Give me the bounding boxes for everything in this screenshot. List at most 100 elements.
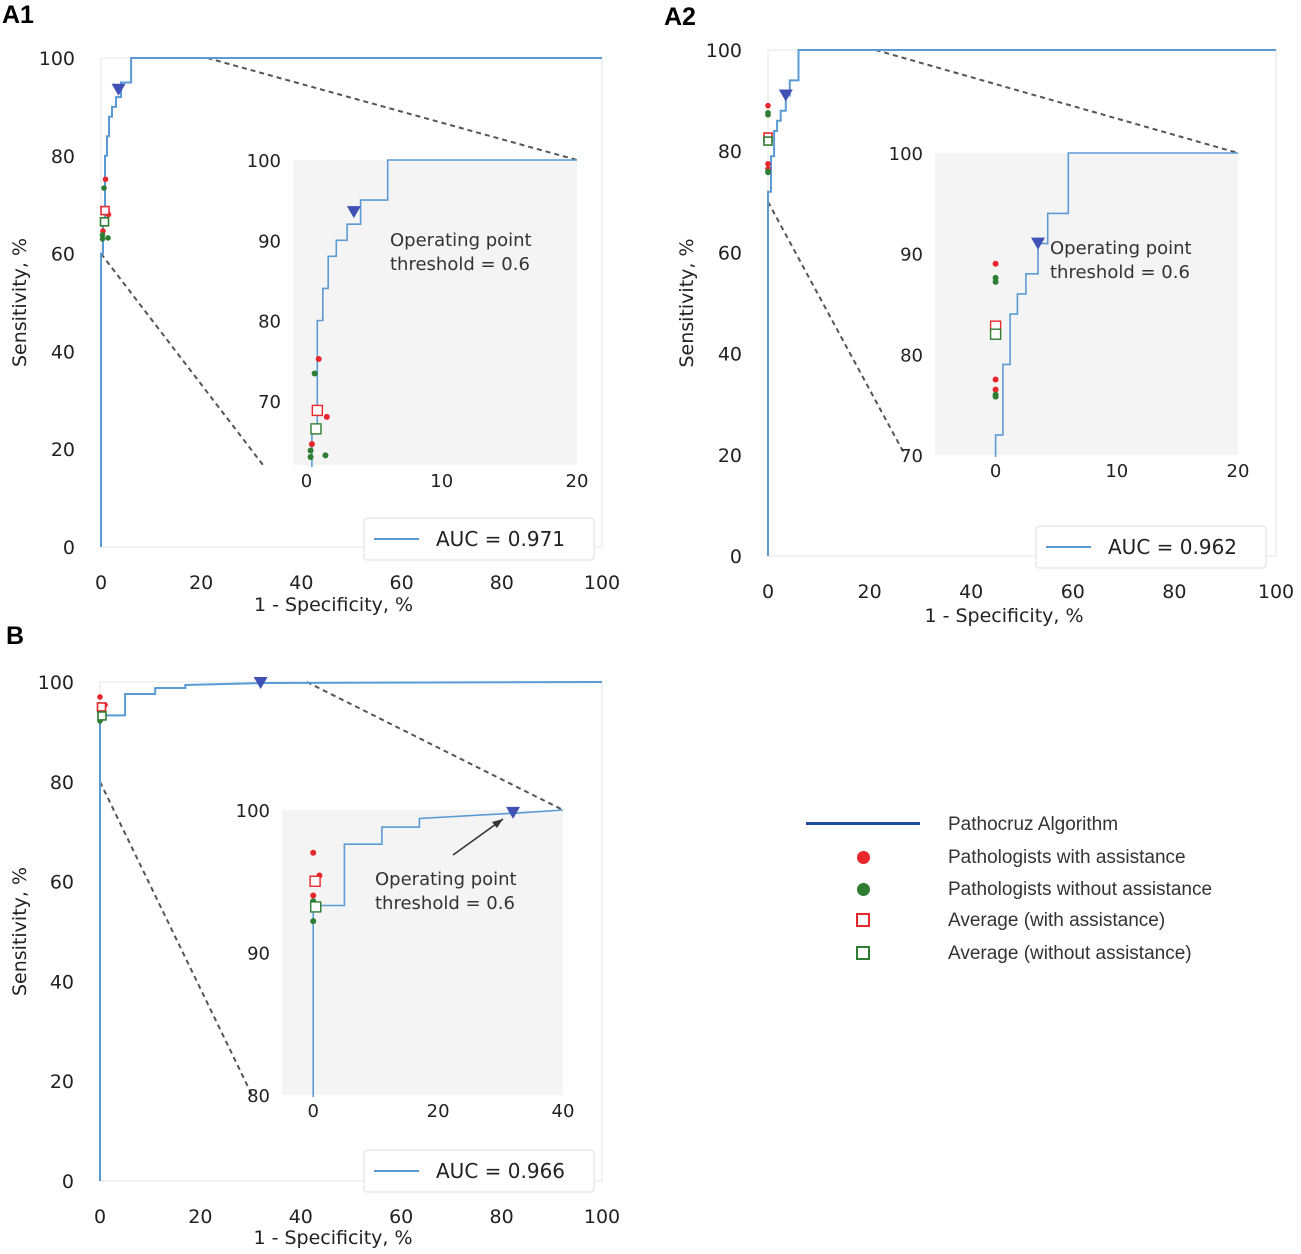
y-tick-label: 0 bbox=[730, 546, 742, 568]
y-tick-label: 100 bbox=[706, 40, 742, 62]
inset-x-tick-label: 0 bbox=[301, 471, 312, 492]
x-tick-label: 0 bbox=[762, 581, 774, 603]
operating-point-marker bbox=[253, 676, 268, 689]
chart-panel-b: 0 20 40 60 80 100 0 20 40 60 80 100 1 - Specificity,… bbox=[9, 672, 620, 1249]
auc-label: AUC = 0.971 bbox=[436, 527, 565, 551]
x-axis-label: 1 - Specificity, % bbox=[254, 594, 413, 616]
roc-curve-inset bbox=[994, 152, 1238, 457]
y-tick-label: 40 bbox=[718, 344, 742, 366]
y-tick-label: 0 bbox=[63, 537, 75, 559]
x-tick-label: 40 bbox=[289, 1206, 313, 1228]
operating-point-annotation: Operating point bbox=[375, 869, 517, 890]
pathologist-without-assistance-point bbox=[99, 232, 106, 238]
inset-pathologist-without-assistance-point bbox=[311, 370, 318, 377]
inset-pathologist-without-assistance-point bbox=[307, 447, 314, 454]
inset-x-tick-label: 20 bbox=[427, 1101, 450, 1122]
x-tick-label: 80 bbox=[1162, 581, 1186, 603]
auc-legend-box bbox=[363, 517, 595, 561]
inset-x-tick-label: 0 bbox=[307, 1101, 318, 1122]
operating-point-annotation: threshold = 0.6 bbox=[1050, 262, 1190, 283]
legend-item-algorithm: Pathocruz Algorithm bbox=[800, 810, 1280, 840]
inset-background bbox=[282, 810, 563, 1095]
inset-y-tick-label: 90 bbox=[247, 944, 270, 965]
operating-point-annotation: Operating point bbox=[390, 230, 532, 251]
auc-label: AUC = 0.966 bbox=[436, 1159, 565, 1183]
pathologist-with-assistance-point bbox=[102, 176, 109, 183]
x-tick-label: 100 bbox=[584, 572, 620, 594]
legend-green-square bbox=[856, 946, 870, 960]
y-tick-label: 20 bbox=[718, 445, 742, 467]
y-tick-label: 80 bbox=[51, 146, 75, 168]
zoom-connector-top bbox=[206, 57, 578, 161]
inset-y-tick-label: 90 bbox=[258, 231, 281, 252]
inset-y-tick-label: 100 bbox=[889, 144, 923, 165]
y-tick-label: 60 bbox=[718, 242, 742, 264]
auc-label: AUC = 0.962 bbox=[1108, 535, 1237, 559]
legend: Pathocruz Algorithm Pathologists with as… bbox=[800, 810, 1280, 970]
inset-pathologist-without-assistance-point bbox=[310, 918, 317, 925]
y-tick-label: 60 bbox=[51, 244, 75, 266]
y-tick-label: 40 bbox=[51, 341, 75, 363]
x-tick-label: 100 bbox=[1258, 581, 1294, 603]
inset-x-tick-label: 0 bbox=[990, 461, 1001, 482]
x-tick-label: 60 bbox=[390, 572, 414, 594]
x-tick-label: 80 bbox=[490, 572, 514, 594]
chart-panel-a1: 0 20 40 60 80 100 0 20 40 60 80 100 1 - Specificity,… bbox=[9, 48, 620, 616]
operating-point-marker bbox=[778, 89, 793, 102]
legend-red-dot bbox=[857, 851, 870, 864]
zoom-connector-bottom bbox=[99, 781, 253, 1096]
inset-y-tick-label: 100 bbox=[247, 151, 281, 172]
y-tick-label: 100 bbox=[39, 48, 75, 70]
legend-item-average-with: Average (with assistance) bbox=[800, 906, 1280, 936]
average-with-assistance-marker bbox=[96, 702, 107, 712]
y-tick-label: 20 bbox=[50, 1071, 74, 1093]
inset-x-tick-label: 10 bbox=[430, 471, 453, 492]
panel-label-a2: A2 bbox=[664, 3, 696, 31]
inset-y-tick-label: 80 bbox=[258, 312, 281, 333]
average-without-assistance-marker bbox=[99, 217, 110, 227]
pathologist-without-assistance-point bbox=[99, 236, 106, 242]
inset-x-tick-label: 20 bbox=[566, 471, 589, 492]
x-tick-label: 40 bbox=[289, 572, 313, 594]
legend-label: Pathocruz Algorithm bbox=[948, 814, 1119, 835]
inset-y-tick-label: 70 bbox=[258, 392, 281, 413]
y-tick-label: 80 bbox=[718, 141, 742, 163]
x-tick-label: 20 bbox=[188, 1206, 212, 1228]
inset-pathologist-with-assistance-point bbox=[992, 376, 999, 383]
inset-average-with-assistance-marker bbox=[311, 404, 324, 417]
x-tick-label: 20 bbox=[189, 572, 213, 594]
inset-average-without-assistance-marker bbox=[310, 423, 322, 435]
y-axis-label: Sensitivity, % bbox=[9, 867, 31, 996]
operating-point-marker bbox=[111, 83, 126, 96]
auc-legend-box bbox=[1035, 525, 1267, 569]
legend-label: Average (with assistance) bbox=[948, 910, 1166, 931]
inset-y-tick-label: 90 bbox=[900, 245, 923, 266]
y-tick-label: 100 bbox=[38, 672, 74, 694]
y-axis-label: Sensitivity, % bbox=[9, 238, 31, 367]
pathologist-with-assistance-point bbox=[97, 694, 103, 700]
inset-pathologist-without-assistance-point bbox=[322, 452, 329, 459]
inset-y-tick-label: 80 bbox=[247, 1086, 270, 1107]
pathologist-without-assistance-point bbox=[765, 169, 771, 176]
inset-pathologist-without-assistance-point bbox=[307, 453, 314, 460]
inset-background bbox=[293, 160, 577, 465]
operating-point-annotation: Operating point bbox=[1050, 238, 1192, 259]
inset-pathologist-with-assistance-point bbox=[323, 413, 330, 420]
auc-legend-box bbox=[363, 1149, 595, 1193]
inset-pathologist-with-assistance-point bbox=[992, 260, 999, 267]
zoom-connector-top bbox=[875, 49, 1239, 154]
y-tick-label: 20 bbox=[51, 439, 75, 461]
inset-average-without-assistance-marker bbox=[310, 901, 322, 913]
x-tick-label: 100 bbox=[584, 1206, 620, 1228]
inset-operating-point-marker bbox=[346, 206, 361, 219]
average-without-assistance-marker bbox=[97, 711, 107, 721]
pathologist-without-assistance-point bbox=[101, 185, 107, 191]
operating-point-annotation: threshold = 0.6 bbox=[375, 893, 515, 914]
inset-pathologist-with-assistance-point bbox=[310, 892, 317, 899]
inset-background bbox=[935, 153, 1238, 455]
legend-label: Average (without assistance) bbox=[948, 943, 1192, 964]
legend-item-with-assistance: Pathologists with assistance bbox=[800, 843, 1280, 873]
x-tick-label: 60 bbox=[1061, 581, 1085, 603]
inset-pathologist-with-assistance-point bbox=[310, 849, 317, 856]
